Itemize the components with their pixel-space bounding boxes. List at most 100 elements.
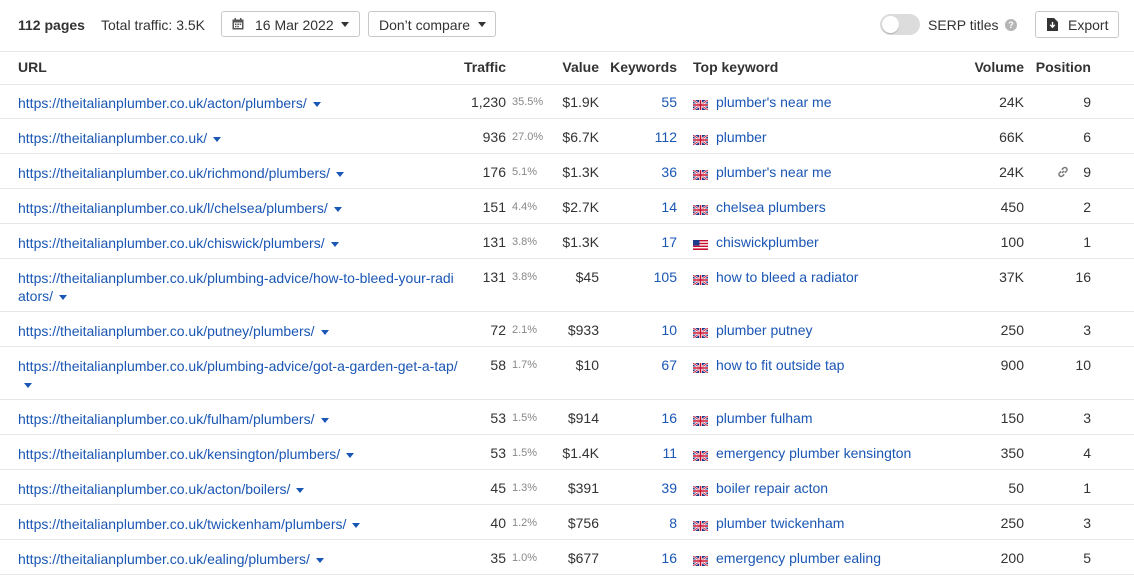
keywords-link[interactable]: 105 [653, 269, 677, 285]
chevron-down-icon[interactable] [320, 417, 329, 423]
value-cell: $1.3K [562, 234, 599, 250]
chevron-down-icon[interactable] [296, 487, 305, 493]
volume-cell: 900 [1000, 357, 1024, 373]
chevron-down-icon[interactable] [315, 557, 324, 563]
top-keyword-link[interactable]: plumber [716, 129, 767, 145]
table-row: https://theitalianplumber.co.uk/l/chelse… [0, 189, 1134, 224]
uk-flag-icon [692, 97, 709, 111]
url-link[interactable]: https://theitalianplumber.co.uk/twickenh… [18, 515, 458, 533]
traffic-percent: 1.5% [512, 447, 538, 459]
position-cell: 9 [1083, 164, 1091, 180]
url-link[interactable]: https://theitalianplumber.co.uk/putney/p… [18, 322, 458, 340]
traffic-value: 176 [482, 164, 506, 180]
chevron-down-icon[interactable] [352, 522, 361, 528]
top-keyword-link[interactable]: emergency plumber ealing [716, 550, 881, 566]
uk-flag-icon [692, 360, 709, 374]
chevron-down-icon[interactable] [336, 171, 345, 177]
top-keyword-link[interactable]: chelsea plumbers [716, 199, 826, 215]
col-top-keyword[interactable]: Top keyword [693, 59, 779, 75]
chevron-down-icon[interactable] [333, 206, 342, 212]
top-keyword-link[interactable]: emergency plumber kensington [716, 445, 912, 461]
url-link[interactable]: https://theitalianplumber.co.uk/richmond… [18, 164, 458, 182]
chevron-down-icon[interactable] [59, 294, 68, 300]
traffic-percent: 1.0% [512, 552, 538, 564]
top-keyword-link[interactable]: plumber fulham [716, 410, 813, 426]
table-row: https://theitalianplumber.co.uk/ealing/p… [0, 540, 1134, 575]
table-header: URL Traffic Value Keywords Top keyword V… [0, 51, 1134, 85]
keywords-link[interactable]: 112 [654, 129, 677, 145]
keywords-link[interactable]: 10 [661, 322, 677, 338]
url-link[interactable]: https://theitalianplumber.co.uk/ealing/p… [18, 550, 458, 568]
volume-cell: 350 [1000, 445, 1024, 461]
serp-titles-toggle[interactable] [880, 14, 920, 35]
url-link[interactable]: https://theitalianplumber.co.uk/chiswick… [18, 234, 458, 252]
url-link[interactable]: https://theitalianplumber.co.uk/l/chelse… [18, 199, 458, 217]
url-link[interactable]: https://theitalianplumber.co.uk/kensingt… [18, 445, 458, 463]
date-picker[interactable]: 16 Mar 2022 [221, 11, 360, 37]
volume-cell: 100 [1000, 234, 1024, 250]
uk-flag-icon [692, 483, 709, 497]
top-keyword-link[interactable]: how to fit outside tap [716, 357, 845, 373]
col-volume[interactable]: Volume [974, 59, 1024, 75]
traffic-percent: 35.5% [512, 96, 544, 108]
position-cell: 10 [1075, 357, 1091, 373]
top-keyword-link[interactable]: chiswickplumber [716, 234, 819, 250]
url-link[interactable]: https://theitalianplumber.co.uk/plumbing… [18, 357, 458, 393]
chevron-down-icon[interactable] [213, 136, 222, 142]
volume-cell: 50 [1008, 480, 1024, 496]
url-link[interactable]: https://theitalianplumber.co.uk/ [18, 129, 458, 147]
value-cell: $45 [575, 269, 599, 285]
keywords-link[interactable]: 16 [661, 550, 677, 566]
keywords-link[interactable]: 16 [661, 410, 677, 426]
volume-cell: 37K [999, 269, 1024, 285]
top-keyword-link[interactable]: plumber's near me [716, 94, 832, 110]
position-cell: 2 [1083, 199, 1091, 215]
col-traffic[interactable]: Traffic [463, 59, 506, 75]
keywords-link[interactable]: 67 [661, 357, 677, 373]
export-button[interactable]: Export [1035, 11, 1119, 38]
col-keywords[interactable]: Keywords [610, 59, 677, 75]
compare-dropdown[interactable]: Don’t compare [368, 11, 496, 37]
url-link[interactable]: https://theitalianplumber.co.uk/acton/pl… [18, 94, 458, 112]
traffic-value: 40 [490, 515, 506, 531]
chevron-down-icon[interactable] [330, 241, 339, 247]
position-cell: 9 [1083, 94, 1091, 110]
url-link[interactable]: https://theitalianplumber.co.uk/acton/bo… [18, 480, 458, 498]
col-value[interactable]: Value [562, 59, 599, 75]
keywords-link[interactable]: 17 [661, 234, 677, 250]
top-keyword-link[interactable]: boiler repair acton [716, 480, 829, 496]
keywords-link[interactable]: 11 [662, 445, 677, 461]
uk-flag-icon [692, 448, 709, 462]
chevron-down-icon[interactable] [312, 101, 321, 107]
chevron-down-icon[interactable] [24, 382, 32, 388]
keywords-link[interactable]: 14 [661, 199, 677, 215]
keywords-link[interactable]: 36 [661, 164, 677, 180]
traffic-value: 131 [482, 269, 506, 285]
volume-cell: 450 [1000, 199, 1024, 215]
help-icon[interactable]: ? [1005, 19, 1017, 31]
keywords-link[interactable]: 8 [669, 515, 677, 531]
top-keyword-link[interactable]: how to bleed a radiator [716, 269, 859, 285]
col-url[interactable]: URL [18, 59, 47, 75]
url-link[interactable]: https://theitalianplumber.co.uk/fulham/p… [18, 410, 458, 428]
keywords-link[interactable]: 39 [661, 480, 677, 496]
date-label: 16 Mar 2022 [255, 17, 334, 33]
compare-label: Don’t compare [379, 17, 471, 33]
traffic-value: 53 [490, 410, 506, 426]
table-row: https://theitalianplumber.co.uk/936 27.0%… [0, 119, 1134, 154]
col-position[interactable]: Position [1035, 59, 1091, 75]
url-link[interactable]: https://theitalianplumber.co.uk/plumbing… [18, 269, 458, 305]
value-cell: $2.7K [562, 199, 599, 215]
traffic-percent: 27.0% [512, 131, 544, 143]
uk-flag-icon [692, 413, 709, 427]
position-cell: 6 [1083, 129, 1091, 145]
value-cell: $756 [567, 515, 599, 531]
top-keyword-link[interactable]: plumber twickenham [716, 515, 845, 531]
top-keyword-link[interactable]: plumber's near me [716, 164, 832, 180]
top-keyword-link[interactable]: plumber putney [716, 322, 813, 338]
table-row: https://theitalianplumber.co.uk/plumbing… [0, 259, 1134, 312]
chevron-down-icon[interactable] [346, 452, 355, 458]
traffic-value: 53 [490, 445, 506, 461]
chevron-down-icon[interactable] [320, 329, 329, 335]
keywords-link[interactable]: 55 [661, 94, 677, 110]
